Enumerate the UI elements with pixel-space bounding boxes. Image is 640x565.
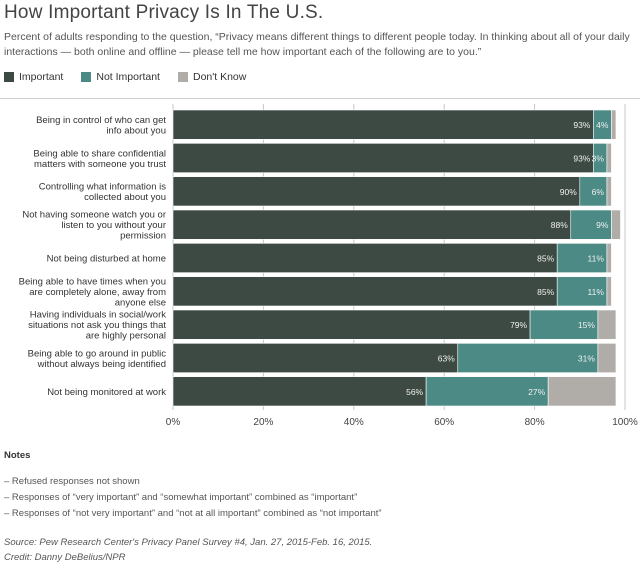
note-item: – Refused responses not shown xyxy=(4,476,140,487)
x-tick-label: 60% xyxy=(434,417,454,428)
legend-label-dont-know: Don't Know xyxy=(192,71,247,83)
bar-label-not-important: 4% xyxy=(596,120,609,130)
bar-label-important: 93% xyxy=(573,154,590,164)
bar-dont-know xyxy=(606,143,612,173)
bar-dont-know xyxy=(597,343,617,373)
bar-label-important: 85% xyxy=(537,287,554,297)
bar-dont-know xyxy=(611,209,621,240)
bar-label-not-important: 11% xyxy=(588,254,605,264)
bar-label-important: 90% xyxy=(560,187,577,197)
bar-label-not-important: 27% xyxy=(528,387,545,397)
category-label: Having individuals in social/work situati… xyxy=(28,310,166,342)
bar-label-not-important: 6% xyxy=(592,187,605,197)
category-label: Not having someone watch you or listen to… xyxy=(22,210,166,242)
bar-label-not-important: 3% xyxy=(592,154,605,164)
chart-subtitle: Percent of adults responding to the ques… xyxy=(4,31,630,58)
bar-dont-know xyxy=(597,309,617,340)
x-tick-label: 0% xyxy=(166,417,181,428)
notes-section: Notes – Refused responses not shown – Re… xyxy=(4,450,624,522)
x-tick-label: 100% xyxy=(612,417,638,428)
x-tick-label: 80% xyxy=(525,417,545,428)
bar-dont-know xyxy=(611,109,617,140)
category-label: Being able to have times when you are com… xyxy=(19,276,166,308)
bar-not-important xyxy=(457,343,599,373)
bar-important xyxy=(172,309,531,340)
bar-not-important xyxy=(556,276,608,307)
bar-dont-know xyxy=(606,176,612,207)
legend-item-dont-know: Don't Know xyxy=(177,71,247,83)
bar-not-important xyxy=(556,243,608,273)
bar-dont-know xyxy=(547,376,617,407)
category-label: Controlling what information is collected… xyxy=(39,182,167,204)
stacked-bar-chart: 0% 20% 40% 60% 80% 100% Being in control of wh… xyxy=(19,104,638,428)
bar-not-important xyxy=(570,209,612,240)
chart-title: How Important Privacy Is In The U.S. xyxy=(4,2,324,23)
bar-important xyxy=(172,143,594,173)
category-label: Being able to go around in public without… xyxy=(28,348,167,370)
legend-item-not-important: Not Important xyxy=(81,71,160,83)
bar-label-not-important: 9% xyxy=(596,220,609,230)
bar-important xyxy=(172,376,427,407)
legend-item-important: Important xyxy=(4,71,63,83)
bar-important xyxy=(172,176,581,207)
bar-not-important xyxy=(529,309,599,340)
note-item: – Responses of “very important” and “som… xyxy=(4,492,358,503)
bar-important xyxy=(172,243,558,273)
bar-label-important: 88% xyxy=(551,220,568,230)
notes-title: Notes xyxy=(4,450,31,461)
legend-swatch-dont-know xyxy=(177,72,188,82)
category-label: Being able to share confidential matters … xyxy=(33,148,166,170)
legend-label-important: Important xyxy=(19,71,64,83)
category-label: Not being monitored at work xyxy=(47,387,166,398)
source-text: Source: Pew Research Center's Privacy Pa… xyxy=(4,537,373,548)
bar-label-important: 63% xyxy=(438,354,455,364)
bar-label-important: 56% xyxy=(406,387,423,397)
bar-label-important: 79% xyxy=(510,320,527,330)
legend-divider xyxy=(0,98,640,99)
bar-not-important xyxy=(579,176,608,207)
legend-swatch-important xyxy=(4,72,14,82)
x-tick-label: 20% xyxy=(253,417,273,428)
x-tick-label: 40% xyxy=(344,417,364,428)
bar-label-not-important: 31% xyxy=(578,354,595,364)
legend: Important Not Important Don't Know xyxy=(4,71,264,83)
legend-swatch-not-important xyxy=(81,72,92,82)
bar-important xyxy=(172,109,594,140)
bar-important xyxy=(172,209,572,240)
note-item: – Responses of “not very important” and … xyxy=(4,508,382,519)
bar-label-not-important: 15% xyxy=(578,320,595,330)
bar-label-important: 85% xyxy=(537,254,554,264)
bar-dont-know xyxy=(606,276,612,307)
bar-not-important xyxy=(425,376,549,407)
bar-dont-know xyxy=(606,243,612,273)
bar-label-not-important: 11% xyxy=(588,287,605,297)
credit-text: Credit: Danny DeBelius/NPR xyxy=(4,552,126,563)
category-label: Not being disturbed at home xyxy=(47,254,166,265)
source-block: Source: Pew Research Center's Privacy Pa… xyxy=(4,535,372,565)
bar-label-important: 93% xyxy=(573,120,590,130)
bar-important xyxy=(172,276,558,307)
bar-important xyxy=(172,343,459,373)
category-label: Being in control of who can get info abou… xyxy=(36,115,166,136)
legend-label-not-important: Not Important xyxy=(96,71,160,83)
